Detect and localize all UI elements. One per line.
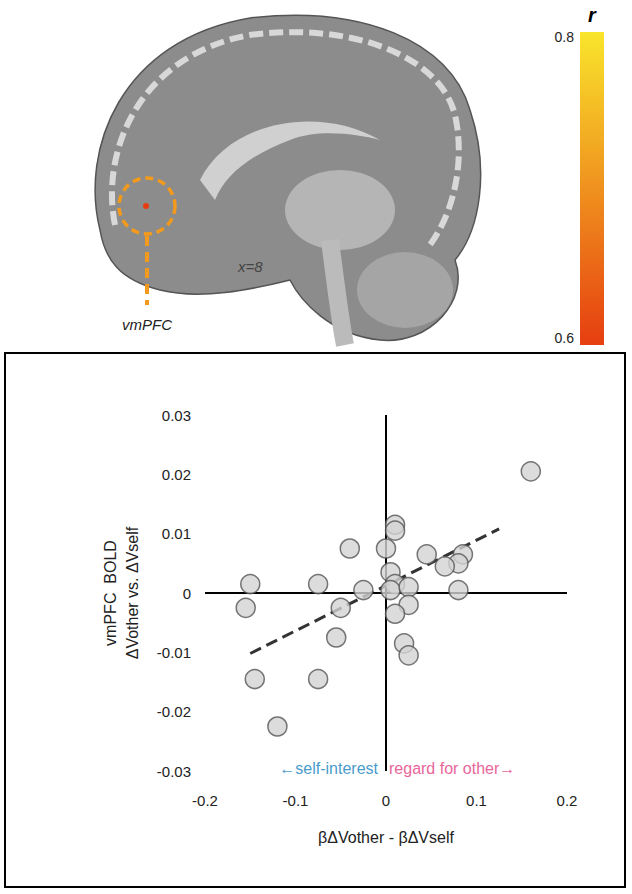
svg-text:0.01: 0.01	[162, 525, 191, 542]
svg-text:←self-interest: ←self-interest	[279, 760, 378, 777]
svg-text:-0.01: -0.01	[157, 644, 191, 661]
svg-text:0.02: 0.02	[162, 466, 191, 483]
svg-text:-0.03: -0.03	[157, 763, 191, 780]
svg-text:0.03: 0.03	[162, 407, 191, 424]
svg-text:0.2: 0.2	[557, 792, 578, 809]
svg-text:-0.02: -0.02	[157, 703, 191, 720]
svg-text:βΔVother - βΔVself: βΔVother - βΔVself	[318, 829, 454, 846]
svg-text:0: 0	[183, 585, 191, 602]
svg-text:0: 0	[382, 792, 390, 809]
svg-text:x=8: x=8	[237, 258, 263, 275]
svg-text:vmPFC: vmPFC	[122, 316, 172, 333]
svg-text:0.6: 0.6	[555, 330, 575, 346]
svg-text:regard for other→: regard for other→	[389, 760, 515, 777]
svg-text:vmPFC BOLD: vmPFC BOLD	[102, 540, 119, 646]
svg-text:r: r	[588, 4, 597, 26]
svg-text:-0.1: -0.1	[283, 792, 309, 809]
svg-text:0.8: 0.8	[555, 29, 575, 45]
svg-text:-0.2: -0.2	[192, 792, 218, 809]
svg-text:ΔVother vs. ΔVself: ΔVother vs. ΔVself	[124, 526, 141, 659]
svg-text:0.1: 0.1	[466, 792, 487, 809]
